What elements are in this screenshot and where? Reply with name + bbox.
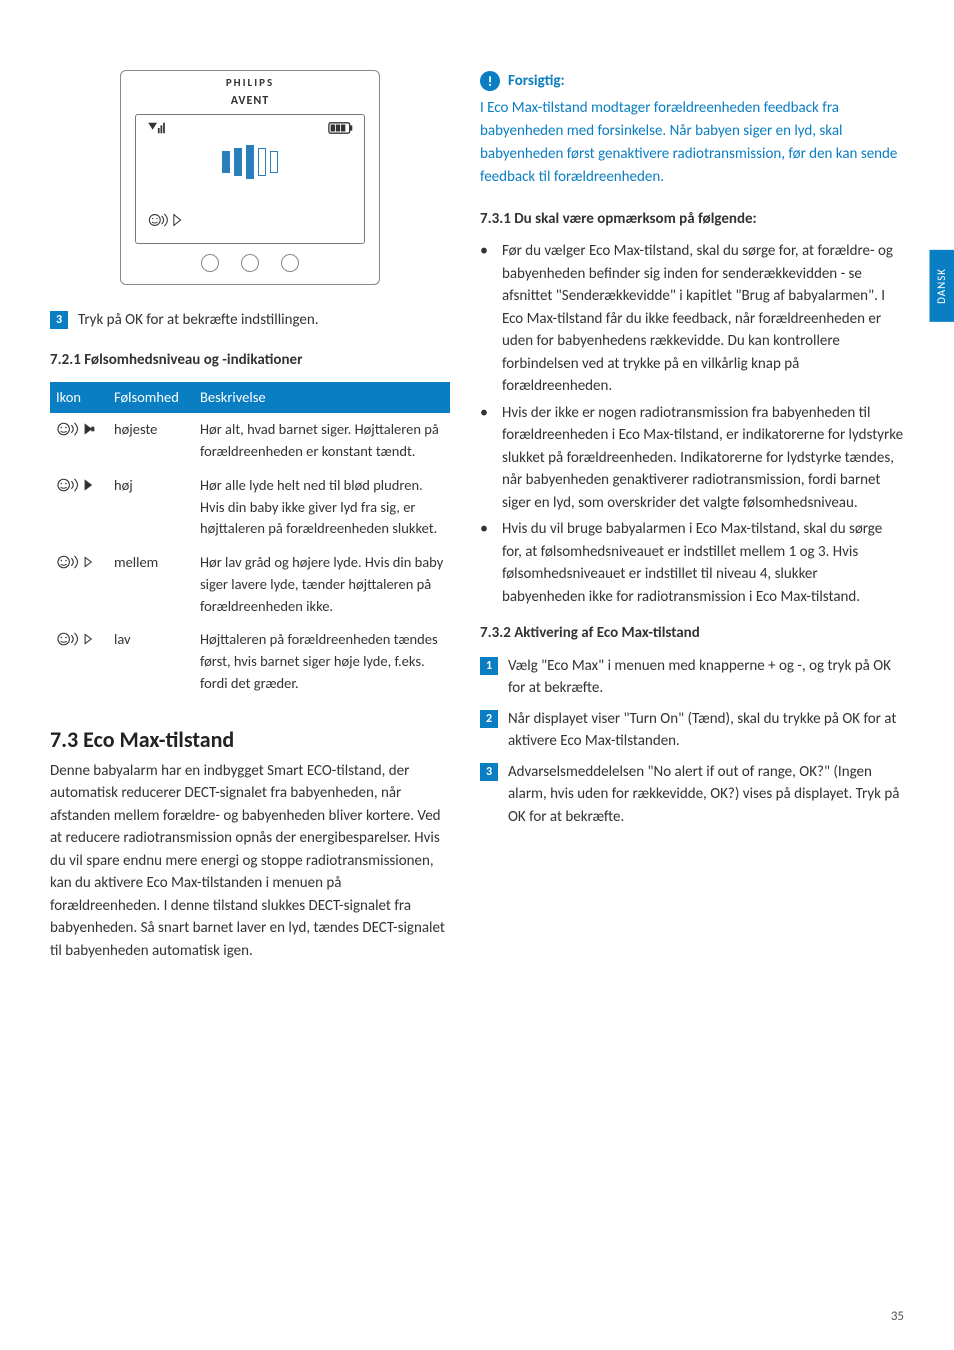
table-row: mellemHør lav gråd og højere lyde. Hvis … [50, 546, 450, 623]
list-item: Hvis der ikke er nogen radiotransmission… [480, 402, 904, 515]
list-item: Før du vælger Eco Max-tilstand, skal du … [480, 240, 904, 398]
sensitivity-desc: Hør lav gråd og højere lyde. Hvis din ba… [194, 546, 450, 623]
warning-icon: ! [480, 71, 500, 91]
left-column: PHILIPS AVENT [50, 70, 450, 970]
sensitivity-desc: Hør alt, hvad barnet siger. Højttaleren … [194, 413, 450, 469]
sensitivity-face-icon [148, 211, 182, 229]
table-row: højesteHør alt, hvad barnet siger. Højtt… [50, 413, 450, 469]
sensitivity-level: høj [108, 469, 194, 546]
sensitivity-row-icon [50, 413, 108, 469]
step-text: Vælg "Eco Max" i menuen med knapperne + … [508, 655, 904, 700]
step-number-badge: 2 [480, 710, 498, 728]
list-item: Hvis du vil bruge babyalarmen i Eco Max-… [480, 518, 904, 608]
th-desc: Beskrivelse [194, 382, 450, 414]
heading-732: 7.3.2 Aktivering af Eco Max-tilstand [480, 622, 904, 645]
step-number-badge: 3 [50, 311, 68, 329]
sensitivity-row-icon [50, 623, 108, 700]
page-columns: PHILIPS AVENT [50, 70, 904, 970]
sensitivity-bars-icon [136, 145, 364, 179]
paragraph-73: Denne babyalarm har en indbygget Smart E… [50, 760, 450, 963]
warning-title: Forsigtig: [508, 70, 565, 93]
signal-icon [146, 121, 168, 135]
warning-header: ! Forsigtig: [480, 70, 904, 93]
step-item: 3 Advarselsmeddelelsen "No alert if out o… [480, 761, 904, 829]
bullets-731: Før du vælger Eco Max-tilstand, skal du … [480, 240, 904, 608]
th-level: Følsomhed [108, 382, 194, 414]
th-icon: Ikon [50, 382, 108, 414]
sensitivity-row-icon [50, 469, 108, 546]
step-3-line: 3 Tryk på OK for at bekræfte indstilling… [50, 309, 450, 332]
device-illustration: PHILIPS AVENT [50, 70, 450, 285]
device-buttons [121, 254, 379, 284]
page-number: 35 [891, 1307, 904, 1327]
right-column: ! Forsigtig: I Eco Max-tilstand modtager… [480, 70, 904, 970]
battery-icon [328, 121, 354, 135]
device-brand-top: PHILIPS [121, 75, 379, 92]
table-row: højHør alle lyde helt ned til blød pludr… [50, 469, 450, 546]
sensitivity-row-icon [50, 546, 108, 623]
sensitivity-table: Ikon Følsomhed Beskrivelse højesteHør al… [50, 382, 450, 701]
device-brand-bottom: AVENT [121, 92, 379, 110]
step-3-text: Tryk på OK for at bekræfte indstillingen… [78, 309, 450, 332]
step-item: 1 Vælg "Eco Max" i menuen med knapperne +… [480, 655, 904, 700]
step-text: Advarselsmeddelelsen "No alert if out of… [508, 761, 904, 829]
table-row: lavHøjttaleren på forældreenheden tændes… [50, 623, 450, 700]
sensitivity-level: mellem [108, 546, 194, 623]
steps-732: 1 Vælg "Eco Max" i menuen med knapperne +… [480, 655, 904, 829]
heading-73: 7.3 Eco Max-tilstand [50, 723, 450, 756]
step-item: 2 Når displayet viser "Turn On" (Tænd), s… [480, 708, 904, 753]
language-tab: DANSK [930, 250, 954, 322]
heading-721: 7.2.1 Følsomhedsniveau og -indikationer [50, 349, 450, 372]
step-text: Når displayet viser "Turn On" (Tænd), sk… [508, 708, 904, 753]
step-number-badge: 1 [480, 657, 498, 675]
warning-text: I Eco Max-tilstand modtager forældreenhe… [480, 97, 904, 190]
heading-731: 7.3.1 Du skal være opmærksom på følgende… [480, 208, 904, 231]
sensitivity-level: lav [108, 623, 194, 700]
sensitivity-level: højeste [108, 413, 194, 469]
sensitivity-desc: Hør alle lyde helt ned til blød pludren.… [194, 469, 450, 546]
sensitivity-desc: Højttaleren på forældreenheden tændes fø… [194, 623, 450, 700]
step-number-badge: 3 [480, 763, 498, 781]
